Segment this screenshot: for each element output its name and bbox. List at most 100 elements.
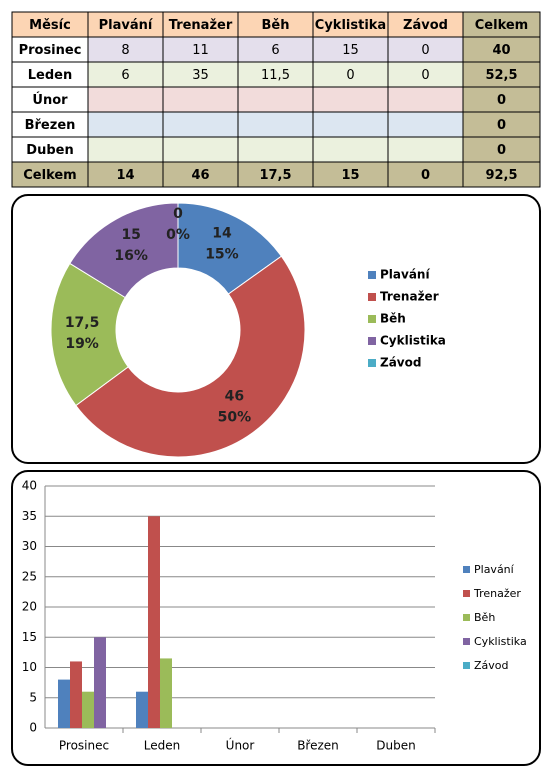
data-label: 0 (173, 206, 183, 222)
cell-text: 0 (421, 43, 429, 58)
table-cell (387, 36, 464, 63)
cell-text: 92,5 (485, 168, 517, 183)
legend-swatch (368, 337, 376, 345)
table-cell (237, 111, 314, 138)
bar (160, 658, 172, 728)
cell-text: Celkem (23, 168, 76, 183)
cell-text: 15 (342, 43, 359, 58)
cell-text: Březen (25, 118, 76, 133)
table-cell (162, 86, 239, 113)
table-cell (87, 86, 164, 113)
data-label: 14 (212, 226, 232, 242)
cell-text: Cyklistika (315, 18, 386, 33)
legend-label: Trenažer (380, 290, 439, 304)
legend-label: Závod (380, 356, 421, 370)
cell-text: 0 (497, 143, 506, 158)
cell-text: Leden (28, 68, 72, 83)
legend-label: Běh (474, 611, 495, 624)
bar (94, 637, 106, 728)
cell-text: 40 (492, 43, 510, 58)
table-cell (237, 136, 314, 163)
legend-label: Cyklistika (474, 635, 527, 648)
y-tick-label: 35 (22, 509, 37, 523)
legend-swatch (463, 638, 470, 645)
data-label: 46 (225, 389, 244, 405)
percent-label: 50% (218, 410, 252, 426)
y-tick-label: 25 (22, 569, 37, 583)
legend-swatch (368, 271, 376, 279)
percent-label: 16% (114, 248, 148, 264)
legend-label: Závod (474, 659, 509, 672)
cell-text: Prosinec (19, 43, 82, 58)
table-cell (387, 136, 464, 163)
table-cell (387, 86, 464, 113)
bar (136, 691, 148, 728)
cell-text: Plavání (99, 18, 154, 33)
doughnut-slice (50, 262, 129, 407)
cell-text: Celkem (475, 18, 528, 33)
cell-text: Trenažer (169, 18, 233, 33)
table-cell (312, 36, 389, 63)
x-tick-label: Únor (226, 738, 255, 753)
table-cell (87, 136, 164, 163)
bar (82, 691, 94, 728)
table-cell (162, 161, 239, 188)
table-cell (162, 61, 239, 88)
table-cell (237, 161, 314, 188)
x-tick-label: Prosinec (59, 739, 109, 753)
legend-swatch (368, 293, 376, 301)
table-cell (312, 11, 389, 38)
table-cell (462, 36, 541, 63)
legend-swatch (463, 662, 470, 669)
cell-text: 35 (192, 68, 209, 83)
table-cell (312, 111, 389, 138)
cell-text: 11,5 (261, 68, 290, 83)
x-tick-label: Březen (297, 739, 339, 753)
legend-label: Plavání (380, 268, 430, 282)
cell-text: Únor (32, 92, 68, 108)
cell-text: 46 (191, 168, 209, 183)
cell-text: 6 (121, 68, 129, 83)
cell-text: Závod (403, 18, 448, 33)
data-label: 17,5 (65, 315, 100, 331)
cell-text: 0 (346, 68, 354, 83)
bar (70, 661, 82, 728)
data-label: 15 (121, 227, 140, 243)
table-cell (387, 161, 464, 188)
bar (58, 679, 70, 728)
percent-label: 19% (65, 336, 99, 352)
cell-text: 8 (121, 43, 129, 58)
table-cell (462, 161, 541, 188)
table-cell (237, 61, 314, 88)
table-cell (11, 111, 89, 138)
legend-label: Běh (380, 312, 406, 326)
x-tick-label: Duben (376, 739, 415, 753)
table-cell (462, 11, 541, 38)
cell-text: Duben (26, 143, 73, 158)
table-cell (11, 161, 89, 188)
table-cell (237, 86, 314, 113)
legend-swatch (463, 614, 470, 621)
y-tick-label: 20 (22, 600, 37, 614)
cell-text: Běh (262, 18, 290, 33)
bar-panel (11, 470, 541, 766)
table-cell (462, 86, 541, 113)
table-cell (162, 111, 239, 138)
legend-swatch (463, 590, 470, 597)
legend-label: Plavání (474, 563, 515, 576)
cell-text: 52,5 (485, 68, 517, 83)
table-cell (162, 136, 239, 163)
cell-text: 6 (271, 43, 279, 58)
cell-text: 0 (421, 68, 429, 83)
legend-swatch (463, 566, 470, 573)
table-cell (312, 161, 389, 188)
table-cell (87, 161, 164, 188)
table-cell (462, 61, 541, 88)
table-cell (387, 11, 464, 38)
bar (148, 516, 160, 728)
table-cell (11, 36, 89, 63)
cell-text: 0 (497, 118, 506, 133)
legend-label: Cyklistika (380, 334, 446, 348)
